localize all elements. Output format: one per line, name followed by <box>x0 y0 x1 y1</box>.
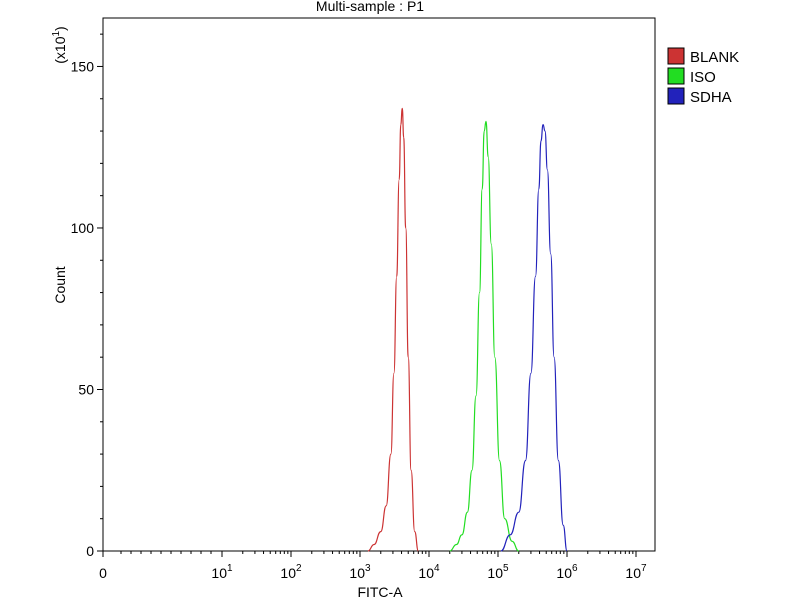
y-multiplier-exp: 1 <box>51 31 62 37</box>
series-layer <box>367 107 568 552</box>
x-tick-label: 0 <box>99 565 107 581</box>
y-axis-multiplier: (x101) <box>51 26 68 63</box>
y-multiplier-close: ) <box>52 26 68 31</box>
legend-swatch-iso <box>667 67 685 85</box>
chart-title: Multi-sample : P1 <box>316 0 424 14</box>
series-line-blank <box>367 107 419 552</box>
y-tick-label: 0 <box>86 543 94 559</box>
legend-label-iso: ISO <box>690 69 716 86</box>
series-line-iso <box>449 120 519 552</box>
x-tick-label: 103 <box>349 563 371 581</box>
y-tick-label: 100 <box>71 220 95 236</box>
plot-frame <box>102 17 656 552</box>
x-tick-label: 102 <box>280 563 302 581</box>
x-tick-label: 105 <box>487 563 509 581</box>
y-tick-label: 50 <box>78 381 94 397</box>
y-axis-label: Count <box>52 266 68 303</box>
x-tick-label: 106 <box>556 563 578 581</box>
legend-label-blank: BLANK <box>690 49 739 66</box>
x-axis: 0 101 102 103 104 105 106 107 <box>99 551 647 581</box>
legend-swatch-sdha <box>667 87 685 105</box>
x-axis-label: FITC-A <box>357 584 403 600</box>
legend-swatch-blank <box>667 47 685 65</box>
legend-label-sdha: SDHA <box>690 89 732 106</box>
x-tick-label: 107 <box>625 563 647 581</box>
x-tick-label: 104 <box>418 563 440 581</box>
y-multiplier-base: (x10 <box>52 36 68 63</box>
y-axis: 0 50 100 150 <box>71 33 103 559</box>
legend: BLANK ISO SDHA <box>667 47 739 106</box>
y-tick-label: 150 <box>71 58 95 74</box>
series-line-sdha <box>500 123 568 552</box>
x-tick-label: 101 <box>211 563 233 581</box>
